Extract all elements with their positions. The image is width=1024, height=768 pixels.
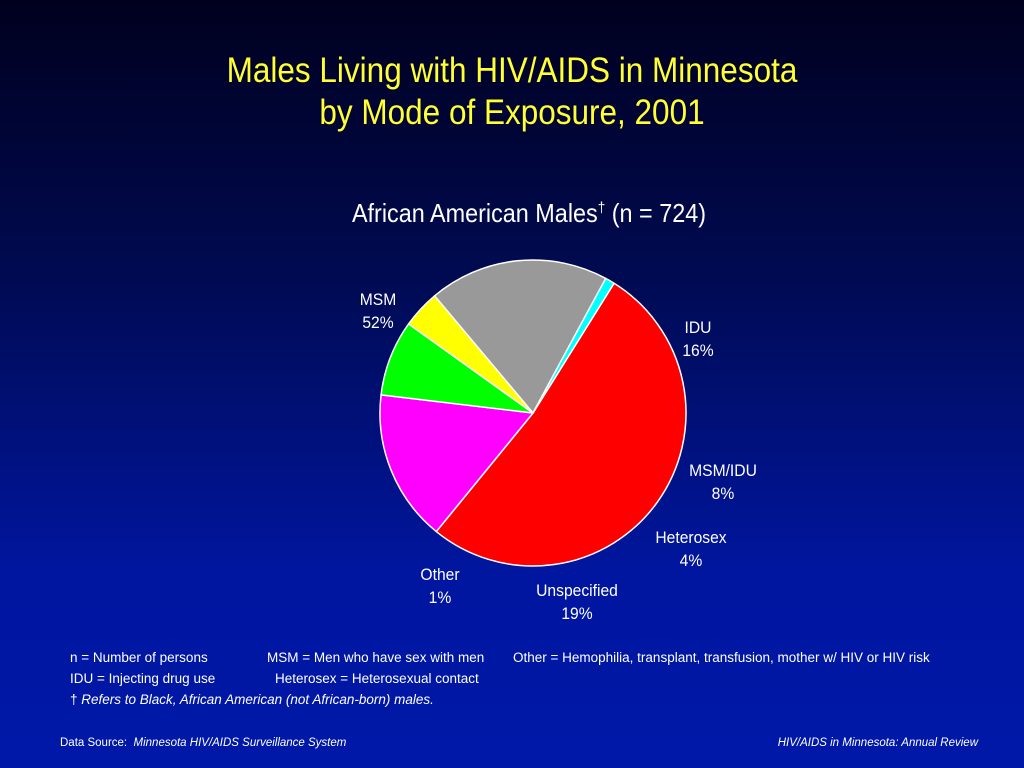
label-idu-name: IDU	[684, 318, 712, 337]
pie-slice-msm	[435, 282, 687, 567]
pie-slice-other	[532, 277, 615, 414]
label-heterosex-pct: 4%	[679, 551, 703, 570]
subtitle-dagger: †	[597, 199, 606, 217]
footer-source-value: Minnesota HIV/AIDS Surveillance System	[133, 737, 347, 749]
pie-slice-idu	[379, 394, 534, 533]
note-idu-definition: IDU = Injecting drug use	[70, 671, 216, 686]
label-idu-pct: 16%	[682, 341, 714, 360]
label-other-pct: 1%	[428, 588, 452, 607]
note-dagger-definition: † Refers to Black, African American (not…	[70, 689, 434, 710]
label-msm: MSM 52%	[350, 288, 405, 334]
footer-source-label: Data Source:	[60, 737, 128, 749]
note-other-definition: Other = Hemophilia, transplant, transfus…	[513, 650, 930, 665]
footer-publication-title: HIV/AIDS in Minnesota: Annual Review	[777, 737, 978, 749]
label-unspecified: Unspecified 19%	[526, 579, 627, 625]
footer-publication: HIV/AIDS in Minnesota: Annual Review	[778, 737, 978, 749]
label-msm-idu: MSM/IDU 8%	[682, 459, 765, 505]
slide-title: Males Living with HIV/AIDS in Minnesota …	[51, 50, 973, 134]
title-line-2: by Mode of Exposure, 2001	[319, 93, 705, 132]
chart-subtitle: African American Males† (n = 724)	[53, 198, 1005, 229]
label-unspecified-pct: 19%	[561, 604, 593, 623]
pie-slice-unspecified	[433, 259, 607, 414]
note-n-definition: n = Number of persons	[70, 650, 208, 665]
label-unspecified-name: Unspecified	[536, 581, 618, 600]
note-dagger-symbol: †	[70, 692, 78, 707]
label-other: Other 1%	[412, 563, 467, 609]
note-heterosex-definition: Heterosex = Heterosexual contact	[275, 671, 479, 686]
subtitle-n: (n = 724)	[605, 198, 707, 228]
label-heterosex-name: Heterosex	[655, 528, 727, 547]
label-other-name: Other	[420, 565, 460, 584]
label-heterosex: Heterosex 4%	[649, 526, 734, 572]
label-msm-idu-pct: 8%	[711, 484, 735, 503]
label-idu: IDU 16%	[670, 316, 725, 362]
label-msm-idu-name: MSM/IDU	[689, 461, 757, 480]
subtitle-main: African American Males	[351, 198, 598, 228]
footer-source: Data Source: Minnesota HIV/AIDS Surveill…	[60, 737, 346, 749]
note-msm-definition: MSM = Men who have sex with men	[267, 650, 485, 665]
label-msm-pct: 52%	[362, 313, 394, 332]
title-line-1: Males Living with HIV/AIDS in Minnesota	[226, 51, 798, 90]
label-msm-name: MSM	[359, 290, 397, 309]
note-dagger-text: Refers to Black, African American (not A…	[77, 692, 434, 707]
